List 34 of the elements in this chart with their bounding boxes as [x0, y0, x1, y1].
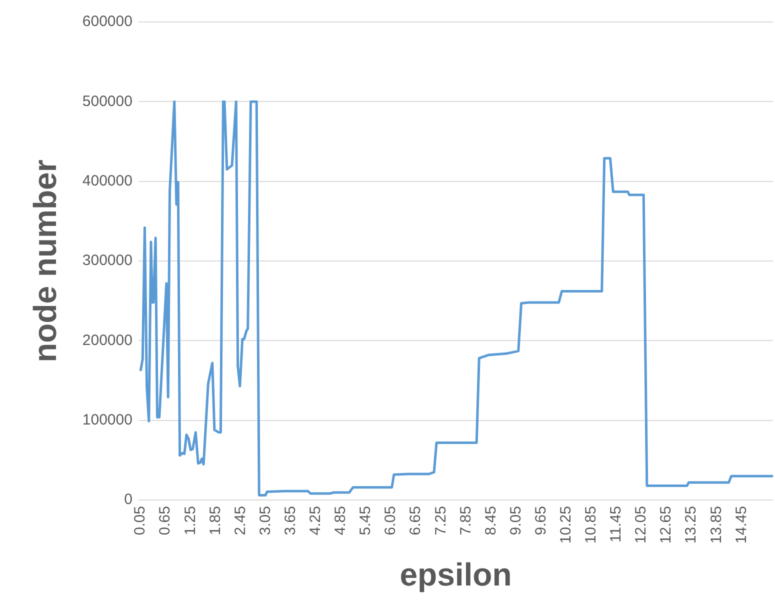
x-tick-label: 2.45: [232, 506, 249, 536]
x-tick-label: 12.05: [632, 506, 650, 544]
x-tick-label: 14.45: [732, 506, 750, 544]
x-tick-label: 3.05: [256, 506, 274, 536]
y-tick-label: 600000: [82, 13, 132, 30]
x-tick-label: 1.85: [206, 506, 224, 536]
y-tick-label: 500000: [82, 92, 132, 110]
y-tick-label: 400000: [82, 172, 132, 190]
x-tick-label: 4.85: [332, 506, 350, 536]
x-tick-label: 9.65: [532, 506, 550, 536]
y-tick-label: 200000: [82, 332, 132, 349]
x-tick-label: 7.85: [457, 506, 474, 536]
x-tick-label: 7.25: [432, 506, 450, 536]
x-tick-label: 1.25: [182, 506, 199, 536]
x-tick-label: 10.85: [582, 506, 600, 544]
x-tick-label: 0.65: [156, 506, 174, 536]
y-tick-label: 100000: [82, 412, 132, 429]
x-tick-label: 6.65: [407, 506, 424, 536]
y-tick-label: 300000: [82, 252, 132, 270]
y-axis-title: node number: [27, 160, 64, 362]
x-tick-label: 10.25: [557, 506, 574, 544]
x-tick-label: 11.45: [608, 506, 625, 542]
x-tick-label: 0.05: [132, 506, 149, 536]
x-tick-label: 4.25: [307, 506, 324, 536]
x-tick-label: 3.65: [282, 506, 299, 536]
x-tick-label: 12.65: [658, 506, 675, 544]
x-axis-title: epsilon: [400, 556, 512, 593]
y-tick-label: 0: [124, 491, 132, 508]
x-tick-label: 9.05: [507, 506, 524, 536]
x-tick-label: 8.45: [482, 506, 500, 536]
x-tick-label: 5.45: [357, 506, 374, 536]
x-tick-label: 13.85: [708, 506, 725, 544]
x-tick-label: 13.25: [682, 506, 700, 544]
x-tick-label: 6.05: [382, 506, 400, 536]
